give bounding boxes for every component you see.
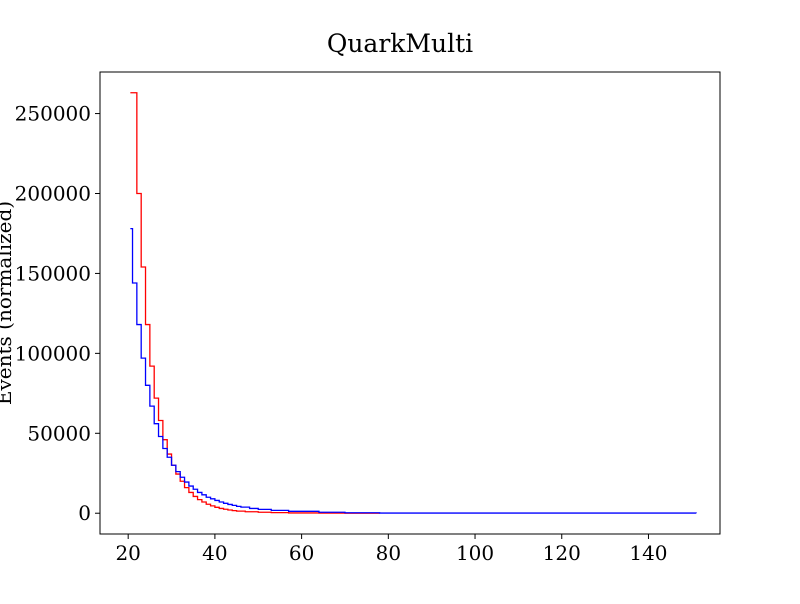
- x-tick-label: 80: [376, 541, 401, 565]
- x-axis: 20 40 60 80 100 120 140: [115, 534, 668, 565]
- plot-frame: [99, 71, 721, 535]
- series-layer: [130, 92, 697, 514]
- x-tick-label: 100: [456, 541, 494, 565]
- y-tick-label: 50000: [27, 421, 91, 445]
- x-tick-label: 60: [289, 541, 314, 565]
- y-tick-label: 0: [78, 501, 91, 525]
- y-tick-label: 150000: [15, 261, 91, 285]
- x-tick-label: 40: [202, 541, 227, 565]
- x-tick-label: 140: [629, 541, 667, 565]
- series-line-2: [130, 228, 697, 514]
- y-tick-label: 200000: [15, 181, 91, 205]
- chart-title: QuarkMulti: [327, 29, 473, 58]
- x-tick-label: 20: [115, 541, 140, 565]
- y-tick-label: 250000: [15, 102, 91, 126]
- y-axis-label: Events (normalized): [0, 201, 16, 405]
- series-line-1: [130, 92, 381, 514]
- y-tick-label: 100000: [15, 341, 91, 365]
- y-axis: 0 50000 100000 150000 200000 250000: [15, 102, 100, 525]
- x-tick-label: 120: [543, 541, 581, 565]
